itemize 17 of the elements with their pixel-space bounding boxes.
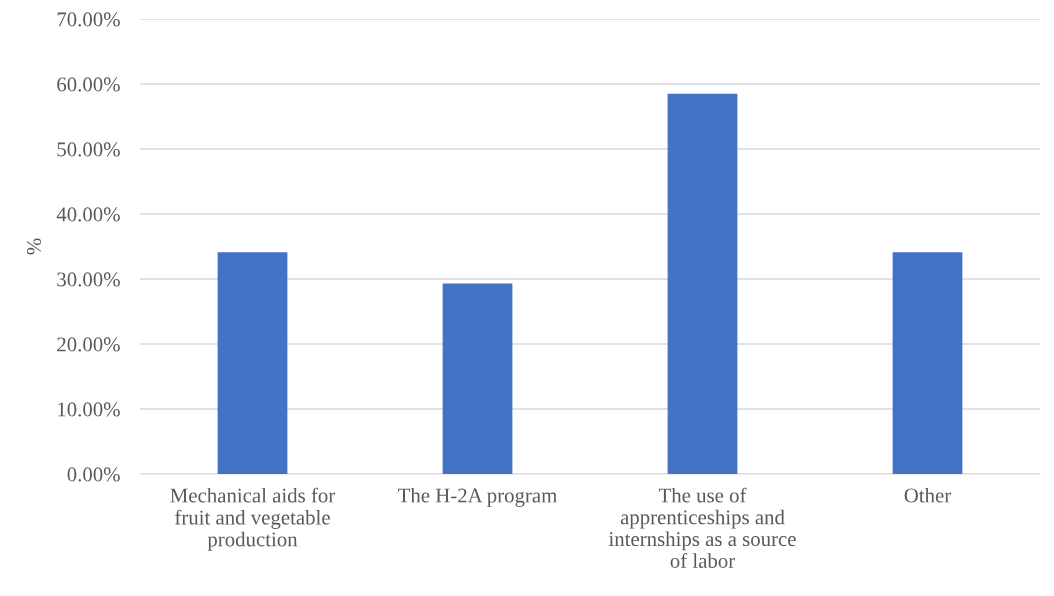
y-tick-label: 30.00% xyxy=(57,272,120,287)
bar xyxy=(217,252,288,474)
y-tick-label: 50.00% xyxy=(57,142,120,157)
y-tick-label: 0.00% xyxy=(67,467,120,482)
y-tick-label: 70.00% xyxy=(57,12,120,27)
x-tick-label: The H-2A program xyxy=(398,487,558,507)
y-tick-label: 10.00% xyxy=(58,402,120,417)
y-tick-label: 40.00% xyxy=(56,207,120,222)
bar xyxy=(667,93,738,474)
y-axis-title: % xyxy=(26,238,42,255)
x-tick-label: The use of apprenticeships and internships as a source of labor xyxy=(608,487,796,568)
y-tick-label: 20.00% xyxy=(57,337,120,352)
x-tick-label: Other xyxy=(904,487,952,503)
bar xyxy=(442,283,513,474)
y-tick-label: 60.00% xyxy=(57,77,120,92)
x-tick-label: Mechanical aids for fruit and vegetable production xyxy=(170,487,336,551)
bar xyxy=(892,252,963,474)
